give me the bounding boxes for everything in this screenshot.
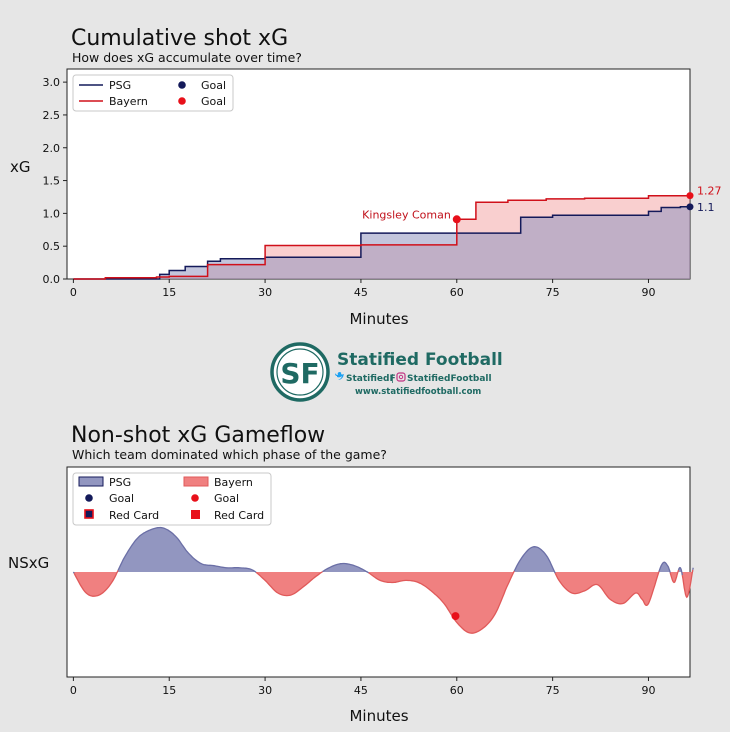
chart1-xtick-label: 90 xyxy=(641,286,655,299)
chart2-xtick-label: 15 xyxy=(162,684,176,697)
chart2-xtick-label: 30 xyxy=(258,684,272,697)
bayern-area-legend-label: Bayern xyxy=(214,476,253,489)
goal-scorer-label: Kingsley Coman xyxy=(362,208,451,221)
psg-gameflow-outline xyxy=(117,526,257,573)
chart1-xtick-label: 75 xyxy=(546,286,560,299)
psg-dominance-area xyxy=(73,527,694,572)
social-separator: | xyxy=(391,374,394,384)
chart1-xtick-label: 30 xyxy=(258,286,272,299)
bayern-final-xg-marker xyxy=(686,192,694,200)
bayern-goal-marker-0 xyxy=(452,215,461,224)
bayern-red-card-legend-label: Red Card xyxy=(214,509,264,522)
brand-block: SF Statified Football StatifiedF | Stati… xyxy=(270,342,503,402)
bayern-final-xg-label: 1.27 xyxy=(697,185,722,198)
nsxg-gameflow-chart: Non-shot xG Gameflow Which team dominate… xyxy=(8,423,694,725)
psg-goal-legend-label: Goal xyxy=(201,79,226,92)
psg-gameflow-outline xyxy=(677,566,683,576)
chart2-xtick-label: 60 xyxy=(450,684,464,697)
bayern-goal-legend-label: Goal xyxy=(201,95,226,108)
chart1-xtick-label: 15 xyxy=(162,286,176,299)
chart1-xtick-label: 60 xyxy=(450,286,464,299)
psg-final-xg-marker xyxy=(686,203,694,211)
psg-gameflow-outline xyxy=(658,561,671,573)
chart1-ytick-label: 0.0 xyxy=(43,273,61,286)
chart2-legend-box xyxy=(72,472,272,526)
brand-logo-inner-ring xyxy=(276,348,324,396)
chart1-ytick-label: 1.0 xyxy=(43,207,61,220)
chart2-xtick-label: 75 xyxy=(546,684,560,697)
chart2-title: Non-shot xG Gameflow xyxy=(71,423,325,448)
chart1-xtick-label: 0 xyxy=(70,286,77,299)
bayern-area-legend-patch xyxy=(183,476,209,487)
chart1-subtitle: How does xG accumulate over time? xyxy=(72,50,302,65)
chart2-subtitle: Which team dominated which phase of the … xyxy=(72,447,387,462)
psg-gameflow-outline xyxy=(322,562,369,574)
twitter-handle: StatifiedF xyxy=(346,374,396,384)
psg-legend-label: PSG xyxy=(109,79,131,92)
bayern-xg-line xyxy=(73,194,690,280)
chart2-xtick-label: 0 xyxy=(70,684,77,697)
bayern-goal-legend-marker-2 xyxy=(191,494,199,502)
psg-goal-legend-label-2: Goal xyxy=(109,492,134,505)
bayern-gameflow-outline xyxy=(554,571,660,607)
chart1-ytick-label: 2.0 xyxy=(43,142,61,155)
bayern-goal-legend-label-2: Goal xyxy=(214,492,239,505)
brand-logo-icon xyxy=(270,342,330,402)
psg-area-legend-label: PSG xyxy=(109,476,131,489)
psg-red-card-legend-marker xyxy=(84,509,94,519)
chart2-legend: PSG Bayern Goal Goal Red Card Red Card xyxy=(72,472,272,526)
instagram-handle: StatifiedFootball xyxy=(407,374,492,384)
chart1-ytick-label: 0.5 xyxy=(43,240,61,253)
bayern-gameflow-outline xyxy=(73,570,119,597)
psg-xg-area xyxy=(73,206,690,279)
chart2-xtick-label: 90 xyxy=(641,684,655,697)
chart1-ytick-label: 3.0 xyxy=(43,76,61,89)
twitter-bird-icon xyxy=(335,372,344,380)
chart1-ylabel: xG xyxy=(10,158,31,176)
psg-gameflow-outline xyxy=(72,571,75,574)
psg-gameflow-outline xyxy=(513,546,556,574)
chart1-legend: PSG Goal Bayern Goal xyxy=(72,74,234,112)
psg-area-legend-patch xyxy=(78,476,104,487)
brand-name: Statified Football xyxy=(337,350,503,370)
psg-goal-legend-marker xyxy=(178,81,186,89)
psg-red-card-legend-label: Red Card xyxy=(109,509,159,522)
bayern-dominance-area xyxy=(73,572,694,634)
bayern-gameflow-outline xyxy=(669,569,680,584)
chart1-xtick-label: 45 xyxy=(354,286,368,299)
chart1-legend-box xyxy=(72,74,234,112)
brand-website: www.statifiedfootball.com xyxy=(355,387,481,397)
chart1-ytick-label: 1.5 xyxy=(43,175,61,188)
brand-monogram: SF xyxy=(280,357,319,390)
bayern-gameflow-outline xyxy=(681,569,694,599)
chart1-ytick-label: 2.5 xyxy=(43,109,61,122)
bayern-red-card-legend-marker xyxy=(191,510,200,519)
bayern-gameflow-outline xyxy=(368,570,515,634)
psg-goal-legend-marker-2 xyxy=(85,494,93,502)
chart1-xlabel: Minutes xyxy=(349,310,408,328)
bayern-goal-legend-marker xyxy=(178,97,186,105)
bayern-legend-label: Bayern xyxy=(109,95,148,108)
instagram-icon xyxy=(396,372,406,382)
chart2-ylabel: NSxG xyxy=(8,554,49,572)
bayern-gameflow-outline xyxy=(255,571,323,597)
psg-final-xg-label: 1.1 xyxy=(697,201,715,214)
chart1-title: Cumulative shot xG xyxy=(71,26,288,51)
chart2-xtick-label: 45 xyxy=(354,684,368,697)
cumulative-xg-chart: Cumulative shot xG How does xG accumulat… xyxy=(10,26,722,328)
chart2-xlabel: Minutes xyxy=(349,707,408,725)
bayern-gameflow-goal-marker-0 xyxy=(451,612,460,621)
